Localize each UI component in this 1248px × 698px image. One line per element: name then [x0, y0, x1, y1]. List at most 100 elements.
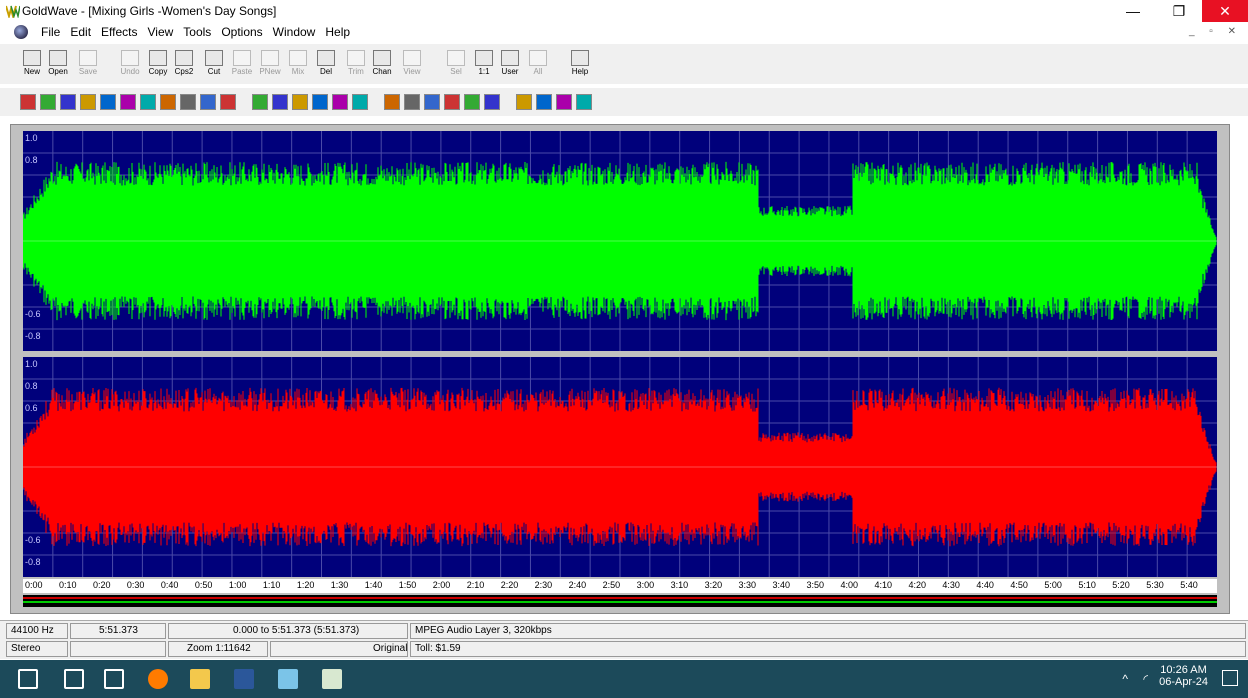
close-button[interactable]: ✕: [1202, 0, 1248, 22]
offset-icon[interactable]: [272, 94, 288, 110]
restore-button[interactable]: ❐: [1172, 3, 1186, 19]
pan-icon[interactable]: [292, 94, 308, 110]
reverb-icon[interactable]: [352, 94, 368, 110]
toolbar-button-label: Open: [48, 67, 68, 76]
bandpass-icon[interactable]: [40, 94, 56, 110]
new-file-icon: [23, 50, 41, 66]
help-button[interactable]: Help: [568, 50, 592, 80]
pitch-icon[interactable]: [312, 94, 328, 110]
noise-reduction-icon[interactable]: [484, 94, 500, 110]
zoom-1to1-icon: [475, 50, 493, 66]
start-marker-line: [23, 597, 1217, 599]
notification-icon[interactable]: [1222, 670, 1238, 686]
toolbar-button-label: Trim: [348, 67, 364, 76]
save-button[interactable]: Save: [76, 50, 100, 80]
toolbar-button-label: PNew: [259, 67, 281, 76]
menu-view[interactable]: View: [147, 25, 174, 39]
waveform-trace: [23, 387, 1217, 547]
chan-button[interactable]: Chan: [370, 50, 394, 80]
sel-button[interactable]: Sel: [444, 50, 468, 80]
task-view-icon[interactable]: [104, 669, 124, 689]
statistics-icon[interactable]: [516, 94, 532, 110]
toolbar-button-label: Copy: [148, 67, 168, 76]
marker-icon[interactable]: [556, 94, 572, 110]
app-icon[interactable]: [278, 669, 298, 689]
minimize-button[interactable]: —: [1126, 3, 1140, 19]
time-warp-icon[interactable]: [444, 94, 460, 110]
del-button[interactable]: Del: [314, 50, 338, 80]
goldwave-icon[interactable]: [322, 669, 342, 689]
doppler-icon[interactable]: [80, 94, 96, 110]
volume-icon[interactable]: [464, 94, 480, 110]
auto-gain-icon[interactable]: [20, 94, 36, 110]
time-tick-label: 3:10: [670, 580, 689, 590]
time-tick-label: 4:10: [874, 580, 892, 590]
waveform-window: 1.0 0.8 -0.6 -0.8 1.0 0.8 0.6 -0.6 -0.8 …: [10, 124, 1230, 614]
open-button[interactable]: Open: [46, 50, 70, 80]
spatial-icon[interactable]: [424, 94, 440, 110]
paste-button[interactable]: Paste: [230, 50, 254, 80]
view-button[interactable]: View: [400, 50, 424, 80]
echo-icon[interactable]: [120, 94, 136, 110]
mix-button[interactable]: Mix: [286, 50, 310, 80]
toolbar-button-label: Del: [319, 67, 332, 76]
zoom-user-icon: [501, 50, 519, 66]
all-button[interactable]: All: [526, 50, 550, 80]
cue-icon[interactable]: [60, 94, 76, 110]
main-toolbar: New Open Save Undo Copy Cps2 Cut Paste PNew Mix De…: [0, 44, 1248, 84]
menu-options[interactable]: Options: [221, 25, 263, 39]
document-system-menu-icon[interactable]: [14, 25, 28, 39]
left-channel-waveform[interactable]: 1.0 0.8 -0.6 -0.8: [23, 131, 1217, 351]
dynamics-icon[interactable]: [100, 94, 116, 110]
mixer-icon[interactable]: [536, 94, 552, 110]
trim-button[interactable]: Trim: [344, 50, 368, 80]
mdi-window-controls[interactable]: _ ▫ ✕: [1188, 26, 1242, 37]
copy-to-icon: [175, 50, 193, 66]
user-button[interactable]: User: [498, 50, 522, 80]
pnew-button[interactable]: PNew: [258, 50, 282, 80]
menu-window[interactable]: Window: [272, 25, 316, 39]
search-icon[interactable]: [64, 669, 84, 689]
fade-icon[interactable]: [160, 94, 176, 110]
menu-file[interactable]: File: [41, 25, 61, 39]
filter-icon[interactable]: [180, 94, 196, 110]
menu-effects[interactable]: Effects: [101, 25, 138, 39]
time-tick-label: 0:40: [160, 580, 179, 590]
clock[interactable]: 10:26 AM 06-Apr-24: [1159, 664, 1208, 688]
menu-items: File Edit Effects View Tools Options Win…: [36, 25, 355, 39]
copy-button[interactable]: Copy: [146, 50, 170, 80]
cut-button[interactable]: Cut: [202, 50, 226, 80]
cps2-button[interactable]: Cps2: [172, 50, 196, 80]
silence-icon[interactable]: [404, 94, 420, 110]
menu-help[interactable]: Help: [325, 25, 351, 39]
undo-button[interactable]: Undo: [118, 50, 142, 80]
expression-icon[interactable]: [576, 94, 592, 110]
word-icon[interactable]: [234, 669, 254, 689]
undo-icon: [121, 50, 139, 66]
equalizer-icon[interactable]: [140, 94, 156, 110]
tray-overflow-icon[interactable]: ^: [1122, 672, 1128, 686]
11-button[interactable]: 1:1: [472, 50, 496, 80]
time-tick-label: 0:30: [126, 580, 145, 590]
firefox-icon[interactable]: [148, 669, 168, 689]
marker-bar[interactable]: [23, 595, 1217, 607]
menu-tools[interactable]: Tools: [183, 25, 212, 39]
y-label: 1.0: [25, 359, 38, 369]
flanger-icon[interactable]: [200, 94, 216, 110]
resample-icon[interactable]: [332, 94, 348, 110]
status-empty: [70, 641, 166, 657]
start-icon[interactable]: [18, 669, 38, 689]
file-explorer-icon[interactable]: [190, 669, 210, 689]
toolbar-button-label: Help: [571, 67, 589, 76]
time-ruler[interactable]: 0:00 0:10 0:20 0:30 0:40 0:50 1:00 1:10 1:20 1:30…: [23, 579, 1217, 593]
mechanize-icon[interactable]: [252, 94, 268, 110]
wifi-icon[interactable]: ◜: [1143, 672, 1148, 686]
new-button[interactable]: New: [20, 50, 44, 80]
reverse-icon[interactable]: [384, 94, 400, 110]
right-channel-waveform[interactable]: 1.0 0.8 0.6 -0.6 -0.8: [23, 357, 1217, 577]
sample-rate: 44100 Hz: [6, 623, 68, 639]
clock-date: 06-Apr-24: [1159, 676, 1208, 688]
menu-edit[interactable]: Edit: [70, 25, 92, 39]
toolbar-button-label: Cut: [207, 67, 221, 76]
invert-icon[interactable]: [220, 94, 236, 110]
